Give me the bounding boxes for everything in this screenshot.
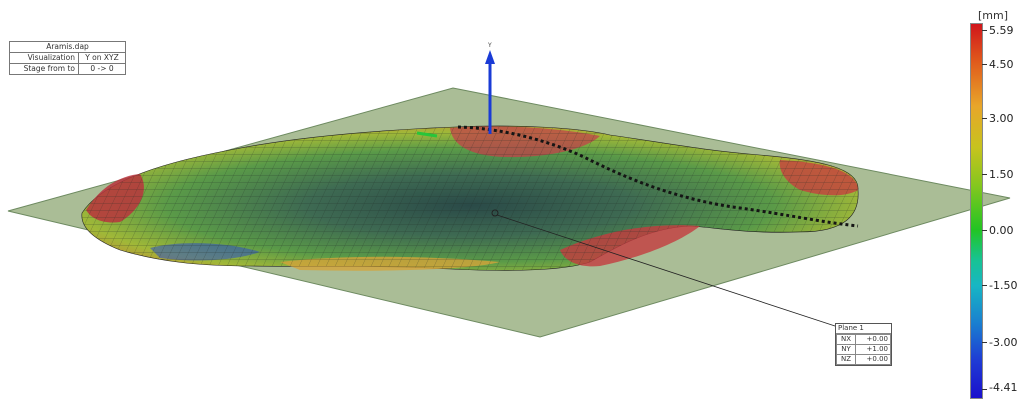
plane-annotation[interactable]: Plane 1 NX +0.00 NY +1.00 NZ +0.00 <box>835 323 892 366</box>
plane-title: Plane 1 <box>836 324 891 334</box>
x-axis-arrow <box>416 131 438 138</box>
y-axis-label: Y <box>487 42 492 49</box>
info-box: Aramis.dap Visualization Y on XYZ Stage … <box>9 41 126 75</box>
legend-tick <box>982 174 987 175</box>
info-title: Aramis.dap <box>9 41 126 53</box>
legend-label: 1.50 <box>989 168 1014 181</box>
legend-tick <box>982 230 987 231</box>
plane-value: +0.00 <box>855 354 891 365</box>
section-curve <box>457 125 859 228</box>
plane-key: NX <box>836 334 856 345</box>
legend-tick <box>982 342 987 343</box>
legend-tick <box>982 389 987 390</box>
plane-leader <box>491 209 836 327</box>
legend-label: -1.50 <box>989 279 1017 292</box>
plane-key: NZ <box>836 354 856 365</box>
deformation-surface[interactable] <box>81 125 859 271</box>
info-key: Visualization <box>9 52 79 64</box>
legend-tick <box>982 285 987 286</box>
legend-label: 5.59 <box>989 24 1014 37</box>
plane-value: +0.00 <box>855 334 891 345</box>
legend-label: 0.00 <box>989 224 1014 237</box>
legend-unit: [mm] <box>978 9 1009 22</box>
legend-tick <box>982 118 987 119</box>
y-axis-arrow <box>485 50 495 134</box>
legend-tick <box>982 30 987 31</box>
legend-label: -3.00 <box>989 336 1017 349</box>
legend-tick <box>982 64 987 65</box>
legend-label: 4.50 <box>989 58 1014 71</box>
info-key: Stage from to <box>9 63 79 75</box>
legend-label: 3.00 <box>989 112 1014 125</box>
info-value: 0 -> 0 <box>78 63 126 75</box>
info-value: Y on XYZ <box>78 52 126 64</box>
legend-label: -4.41 <box>989 381 1017 394</box>
plane-value: +1.00 <box>855 344 891 355</box>
plane-key: NY <box>836 344 856 355</box>
